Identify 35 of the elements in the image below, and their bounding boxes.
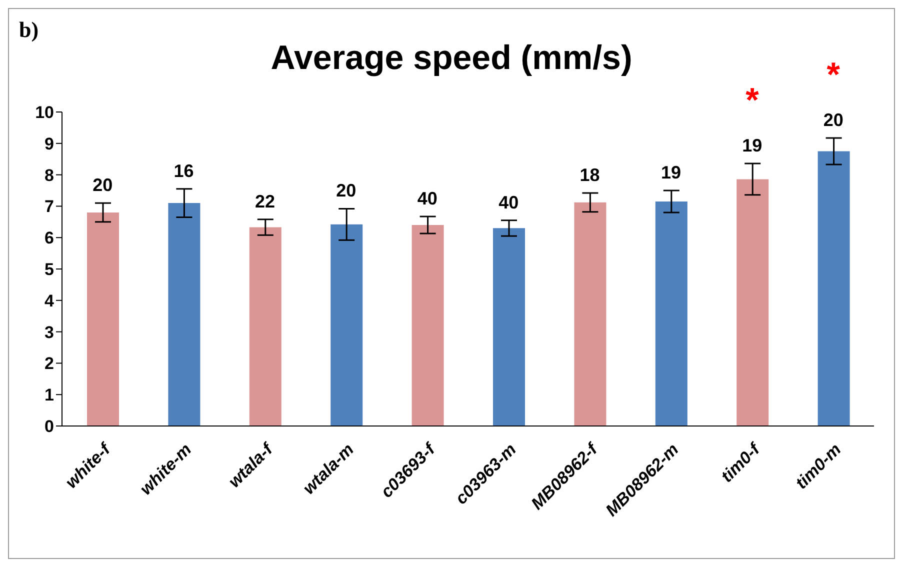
annotation: 22	[254, 191, 276, 212]
y-tick-label: 3	[44, 322, 54, 342]
y-tick-label: 5	[44, 260, 54, 280]
bar	[330, 224, 363, 426]
annotation: 20	[336, 180, 356, 201]
bar	[412, 225, 444, 426]
y-tick-label: 4	[44, 291, 55, 310]
annotation: 20	[92, 175, 113, 196]
annotation: 20	[823, 110, 844, 130]
bar	[249, 227, 282, 426]
y-tick-label: 6	[44, 228, 54, 248]
y-tick-label: 8	[44, 166, 54, 185]
y-tick-label: 10	[35, 103, 54, 122]
text: b)	[19, 17, 39, 43]
annotation: 19	[742, 135, 762, 156]
annotation: 40	[417, 188, 438, 209]
bar	[493, 228, 525, 426]
annotation: 19	[660, 162, 682, 182]
bar	[87, 212, 119, 426]
y-tick-label: 7	[44, 197, 54, 216]
annotation: 16	[174, 160, 194, 181]
annotation: 18	[580, 165, 600, 186]
annotation: *	[746, 81, 760, 120]
chart-title: Average speed (mm/s)	[270, 39, 632, 77]
y-tick-label: 2	[44, 354, 54, 374]
annotation: *	[826, 56, 841, 94]
annotation: 40	[498, 192, 519, 212]
y-tick-label: 1	[44, 386, 54, 405]
bar	[574, 202, 606, 426]
bar	[655, 201, 688, 426]
y-tick-label: 9	[44, 134, 54, 154]
bar	[818, 151, 850, 426]
y-tick-label: 0	[44, 417, 54, 436]
bar	[736, 179, 769, 426]
bar	[168, 203, 200, 426]
